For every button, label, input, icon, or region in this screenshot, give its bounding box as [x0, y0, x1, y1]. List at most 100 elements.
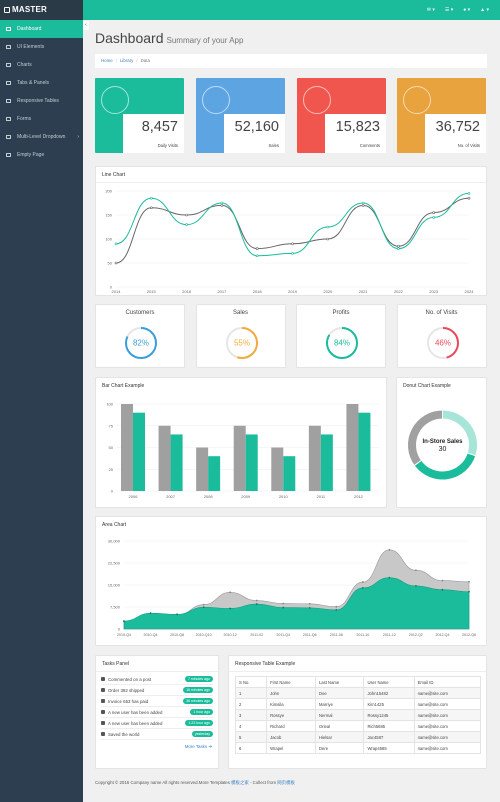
bar[interactable] [170, 434, 183, 491]
sidebar-item-responsive-tables[interactable]: Responsive Tables [0, 92, 83, 110]
bar[interactable] [358, 412, 371, 491]
stat-value: 15,823 [335, 119, 380, 135]
task-item[interactable]: Invoice 653 has paid 36 minutes ago [101, 696, 213, 707]
area-point[interactable] [468, 590, 470, 593]
envelope-icon[interactable]: ✉ ▾ [426, 7, 435, 13]
bar[interactable] [121, 404, 133, 491]
bar[interactable] [133, 412, 145, 491]
bar[interactable] [233, 425, 246, 491]
line-point[interactable] [255, 254, 259, 258]
area-point[interactable] [441, 588, 444, 591]
task-item[interactable]: A new user has been added 1 hour ago [101, 707, 213, 718]
donut-slice[interactable] [413, 452, 477, 481]
task-item[interactable]: Commented on a post 7 minutes ago [101, 674, 213, 685]
task-item[interactable]: Saved the world yesterday [101, 729, 213, 740]
bar[interactable] [245, 434, 258, 491]
sidebar-item-empty-page[interactable]: Empty Page [0, 146, 83, 164]
sidebar-item-tabs-panels[interactable]: Tabs & Panels [0, 74, 83, 92]
line-point[interactable] [185, 223, 188, 226]
area-point[interactable] [441, 579, 444, 582]
sidebar-item-multi-level-dropdown[interactable]: Multi-Level Dropdown › [0, 128, 83, 146]
donut-slice[interactable] [442, 409, 478, 457]
line-point[interactable] [114, 242, 118, 246]
y-tick-label: 7,500 [110, 605, 121, 610]
x-tick-label: 2011-10 [356, 633, 369, 637]
area-point[interactable] [335, 609, 338, 611]
bar[interactable] [208, 456, 221, 491]
area-point[interactable] [176, 613, 178, 616]
line-point[interactable] [397, 244, 400, 248]
sidebar-toggle-button[interactable]: ‹ [83, 21, 89, 30]
area-point[interactable] [388, 548, 391, 551]
donut-slice[interactable] [407, 409, 443, 467]
bar[interactable] [320, 434, 333, 491]
area-point[interactable] [335, 605, 338, 608]
task-item[interactable]: A new user has been added 1.23 hour ago [101, 718, 213, 729]
line-point[interactable] [326, 237, 330, 241]
table-cell: 5 [234, 731, 268, 743]
line-point[interactable] [185, 213, 188, 217]
footer-link-templates[interactable]: 模板之家 [231, 780, 249, 785]
line-point[interactable] [467, 192, 471, 195]
progress-circle: 84% [326, 327, 358, 359]
line-point[interactable] [149, 196, 153, 200]
line-point[interactable] [432, 211, 436, 214]
area-point[interactable] [415, 584, 417, 587]
line-point[interactable] [291, 242, 294, 246]
line-point[interactable] [220, 204, 224, 207]
sidebar-item-label: UI Elements [17, 44, 45, 50]
line-point[interactable] [255, 247, 259, 250]
area-point[interactable] [308, 606, 311, 609]
area-point[interactable] [282, 606, 285, 609]
breadcrumb-home[interactable]: Home [101, 58, 113, 63]
bar[interactable] [283, 456, 296, 491]
line-point[interactable] [467, 196, 471, 200]
bell-icon[interactable]: ▲ ▾ [480, 7, 489, 13]
task-item[interactable]: Order 392 shipped 16 minutes ago [101, 685, 213, 696]
line-point[interactable] [291, 252, 294, 255]
line-point[interactable] [432, 216, 436, 219]
line-point[interactable] [114, 261, 118, 265]
bar[interactable] [308, 425, 321, 491]
area-point[interactable] [255, 603, 258, 605]
sitemap-icon [6, 135, 11, 139]
bar[interactable] [196, 447, 209, 492]
line-point[interactable] [397, 247, 400, 250]
line-point[interactable] [361, 201, 365, 205]
user-icon[interactable]: ● ▾ [463, 7, 471, 13]
area-point[interactable] [202, 603, 205, 606]
sidebar-item-dashboard[interactable]: Dashboard [0, 20, 83, 38]
area-point[interactable] [468, 580, 470, 583]
breadcrumb-library[interactable]: Library [119, 58, 134, 63]
area-point[interactable] [123, 620, 125, 622]
sidebar-item-charts[interactable]: Charts [0, 56, 83, 74]
line-point[interactable] [326, 225, 330, 229]
table-cell: name@site.com [413, 687, 482, 699]
area-point[interactable] [388, 576, 391, 579]
area-point[interactable] [229, 591, 232, 594]
line-point[interactable] [361, 204, 365, 207]
area-point[interactable] [202, 606, 205, 609]
footer-link-collect[interactable]: 网页模板 [277, 780, 295, 785]
area-point[interactable] [361, 587, 364, 589]
tasks-icon[interactable]: ☰ ▾ [444, 7, 454, 13]
bar[interactable] [158, 425, 171, 491]
area-point[interactable] [229, 607, 232, 610]
area-point[interactable] [282, 602, 285, 605]
bar[interactable] [346, 404, 359, 491]
sidebar-item-ui-elements[interactable]: UI Elements [0, 38, 83, 56]
line-point[interactable] [220, 201, 224, 205]
area-point[interactable] [149, 612, 152, 615]
area-point[interactable] [308, 602, 311, 605]
area-point[interactable] [415, 569, 417, 572]
brand-logo[interactable]: MASTER [0, 0, 83, 20]
area-point[interactable] [361, 581, 364, 583]
sidebar-item-forms[interactable]: Forms [0, 110, 83, 128]
area-point[interactable] [255, 599, 258, 602]
y-tick-label: 0 [111, 489, 114, 494]
more-tasks-link[interactable]: More Tasks ➔ [184, 744, 212, 749]
bar[interactable] [271, 447, 284, 492]
truck-icon [101, 688, 105, 692]
table-cell: Jacob [266, 731, 316, 743]
line-point[interactable] [149, 206, 153, 210]
